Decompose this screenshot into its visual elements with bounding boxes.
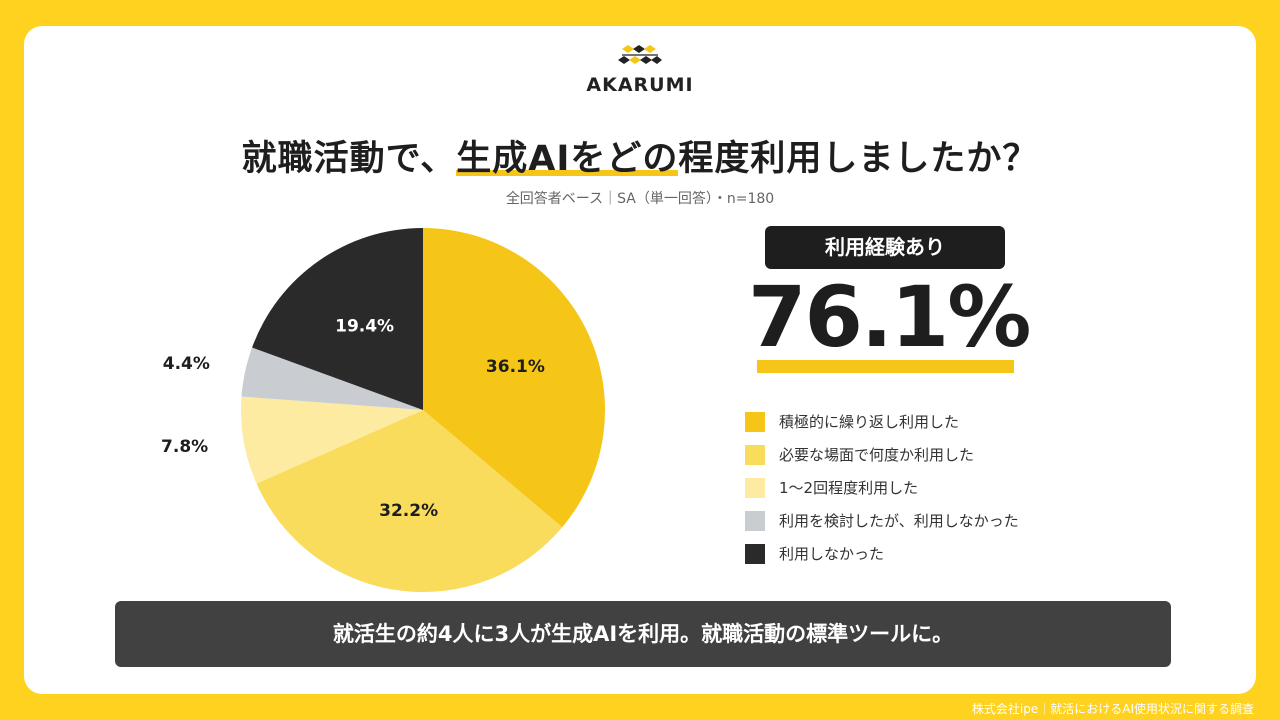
- brand-name: AKARUMI: [586, 74, 694, 96]
- legend-label-5: 利用しなかった: [779, 545, 885, 563]
- pie-label-5: 19.4%: [335, 316, 394, 336]
- card-background: [24, 26, 1256, 694]
- usage-experience-badge: 利用経験あり: [765, 226, 1005, 269]
- conclusion-banner: 就活生の約4人に3人が生成AIを利用。就職活動の標準ツールに。: [115, 601, 1171, 667]
- usage-experience-value: 76.1%: [748, 268, 1031, 366]
- akarumi-logo-icon: [618, 45, 662, 64]
- legend-swatch-5: [745, 543, 765, 564]
- title-pre: 就職活動で、: [241, 139, 457, 179]
- legend-label-2: 必要な場面で何度か利用した: [779, 446, 975, 464]
- legend-swatch-3: [745, 477, 765, 498]
- legend-swatch-1: [745, 411, 765, 432]
- legend-item-5: 利用しなかった: [745, 537, 1019, 570]
- pie-slice-3: [241, 396, 423, 484]
- pie-label-2: 32.2%: [379, 501, 438, 521]
- pie-slice-4: [241, 347, 423, 410]
- pie-slice-1: [423, 228, 605, 528]
- legend-label-3: 1〜2回程度利用した: [779, 479, 919, 497]
- title-highlight: 生成AIをどの: [456, 139, 679, 179]
- title-post: 程度利用しましたか？: [678, 139, 1039, 179]
- legend-item-3: 1〜2回程度利用した: [745, 471, 1019, 504]
- page-title: 就職活動で、生成AIをどの程度利用しましたか？: [0, 130, 1280, 181]
- source-footer: 株式会社ipe｜就活におけるAI使用状況に関する調査: [971, 702, 1254, 716]
- pie-slice-5: [252, 228, 423, 410]
- legend-swatch-4: [745, 510, 765, 531]
- legend-item-2: 必要な場面で何度か利用した: [745, 438, 1019, 471]
- legend-label-1: 積極的に繰り返し利用した: [779, 413, 960, 431]
- pie-label-1: 36.1%: [486, 357, 545, 377]
- value-underline: [757, 360, 1014, 373]
- brand-logo: AKARUMI: [586, 40, 694, 100]
- chart-legend: 積極的に繰り返し利用した 必要な場面で何度か利用した 1〜2回程度利用した利用を検討…: [745, 405, 1019, 570]
- pie-label-3: 7.8%: [161, 437, 208, 457]
- legend-item-1: 積極的に繰り返し利用した: [745, 405, 1019, 438]
- legend-item-4: 利用を検討したが、利用しなかった: [745, 504, 1019, 537]
- legend-label-4: 利用を検討したが、利用しなかった: [779, 512, 1019, 530]
- pie-label-4: 4.4%: [163, 354, 210, 374]
- legend-swatch-2: [745, 444, 765, 465]
- survey-basis: 全回答者ベース｜SA（単一回答）・n=180: [505, 191, 775, 207]
- pie-slice-2: [256, 410, 563, 592]
- pie-chart: 36.1% 32.2% 7.8% 4.4% 19.4%: [161, 228, 605, 592]
